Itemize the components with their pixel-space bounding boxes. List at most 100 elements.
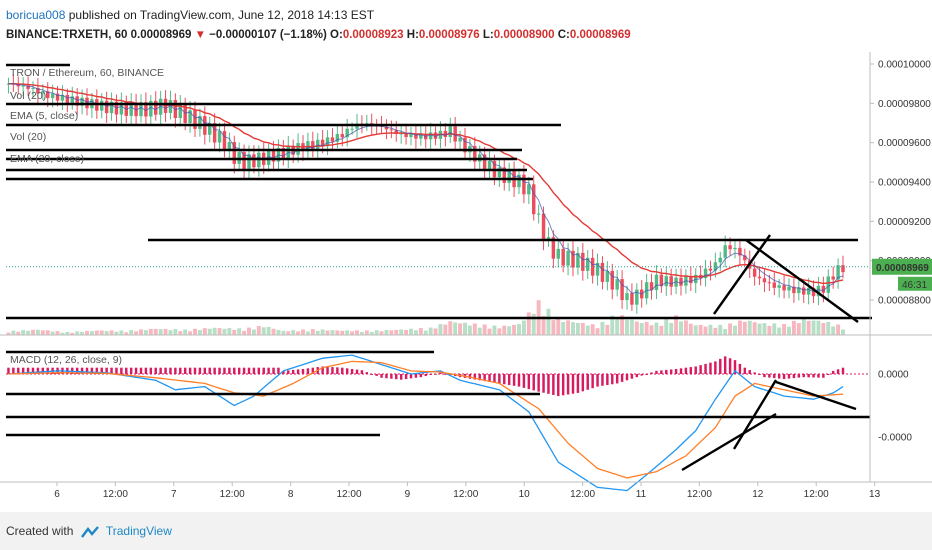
- candle-body[interactable]: [816, 285, 821, 297]
- candle-body[interactable]: [242, 152, 246, 170]
- candle-body[interactable]: [630, 293, 634, 305]
- candle-body[interactable]: [659, 274, 664, 287]
- candle-body[interactable]: [365, 123, 369, 125]
- candle-body[interactable]: [232, 142, 236, 164]
- candle-body[interactable]: [55, 93, 60, 101]
- candle-body[interactable]: [635, 289, 639, 305]
- candle-body[interactable]: [173, 100, 178, 118]
- candle-body[interactable]: [448, 126, 452, 138]
- candle-body[interactable]: [428, 132, 433, 140]
- candle-body[interactable]: [752, 268, 757, 277]
- price-pane[interactable]: [6, 63, 872, 335]
- candle-body[interactable]: [26, 85, 30, 89]
- candle-body[interactable]: [46, 91, 50, 99]
- tradingview-link[interactable]: TradingView: [105, 524, 172, 538]
- candle-body[interactable]: [183, 104, 187, 123]
- candle-body[interactable]: [311, 141, 315, 149]
- candle-body[interactable]: [605, 271, 610, 282]
- candle-body[interactable]: [463, 137, 467, 153]
- candle-body[interactable]: [168, 100, 173, 113]
- candle-body[interactable]: [664, 276, 668, 287]
- candle-body[interactable]: [271, 150, 276, 162]
- candle-body[interactable]: [65, 94, 70, 104]
- trend-line[interactable]: [775, 380, 857, 411]
- candle-body[interactable]: [757, 276, 762, 279]
- candle-body[interactable]: [571, 250, 575, 268]
- candle-body[interactable]: [615, 279, 619, 290]
- candle-body[interactable]: [679, 277, 683, 286]
- author-link[interactable]: boricua008: [6, 8, 66, 22]
- candle-body[interactable]: [316, 139, 320, 149]
- candle-body[interactable]: [286, 145, 290, 159]
- candle-body[interactable]: [527, 184, 531, 195]
- candle-body[interactable]: [561, 248, 565, 266]
- candle-body[interactable]: [836, 265, 840, 280]
- candle-body[interactable]: [281, 148, 286, 159]
- candle-body[interactable]: [247, 154, 251, 170]
- candle-body[interactable]: [595, 262, 600, 276]
- candle-body[interactable]: [497, 167, 502, 178]
- candle-body[interactable]: [522, 174, 526, 195]
- trend-line[interactable]: [732, 379, 778, 450]
- candle-body[interactable]: [576, 252, 580, 268]
- candle-body[interactable]: [600, 262, 605, 282]
- candle-body[interactable]: [154, 100, 158, 115]
- candle-body[interactable]: [394, 130, 398, 134]
- candle-body[interactable]: [728, 245, 732, 250]
- candle-body[interactable]: [320, 139, 325, 147]
- candle-body[interactable]: [119, 102, 124, 115]
- candle-body[interactable]: [399, 133, 403, 135]
- candle-body[interactable]: [620, 279, 624, 301]
- candle-body[interactable]: [762, 278, 767, 283]
- candle-body[interactable]: [649, 282, 654, 291]
- candle-body[interactable]: [252, 154, 256, 168]
- candle-body[interactable]: [139, 102, 143, 117]
- candle-body[interactable]: [414, 133, 418, 139]
- candle-body[interactable]: [733, 247, 737, 250]
- candle-body[interactable]: [669, 276, 673, 287]
- candle-body[interactable]: [188, 110, 192, 123]
- macd-pane[interactable]: [6, 350, 870, 492]
- candle-body[interactable]: [80, 97, 84, 106]
- candle-body[interactable]: [217, 131, 222, 143]
- candle-body[interactable]: [325, 137, 330, 147]
- candle-body[interactable]: [551, 237, 556, 259]
- candle-body[interactable]: [384, 126, 389, 130]
- trend-line[interactable]: [713, 234, 771, 315]
- candle-body[interactable]: [340, 134, 344, 138]
- candle-body[interactable]: [345, 128, 349, 138]
- candle-body[interactable]: [335, 134, 340, 142]
- candle-body[interactable]: [689, 276, 693, 284]
- candle-body[interactable]: [806, 287, 811, 295]
- candle-body[interactable]: [350, 128, 354, 130]
- candle-body[interactable]: [713, 262, 718, 271]
- candle-body[interactable]: [36, 87, 40, 94]
- candle-body[interactable]: [330, 137, 335, 142]
- candle-body[interactable]: [708, 268, 713, 271]
- candle-body[interactable]: [41, 91, 45, 94]
- candle-body[interactable]: [787, 286, 791, 291]
- candle-body[interactable]: [75, 96, 79, 106]
- candle-body[interactable]: [772, 282, 776, 288]
- candle-body[interactable]: [222, 131, 227, 151]
- candle-body[interactable]: [487, 160, 492, 170]
- candle-body[interactable]: [536, 213, 541, 215]
- candle-body[interactable]: [610, 271, 614, 290]
- candle-body[interactable]: [517, 174, 521, 188]
- candle-body[interactable]: [134, 102, 138, 117]
- candle-body[interactable]: [178, 104, 182, 118]
- candle-body[interactable]: [502, 167, 506, 183]
- candle-body[interactable]: [703, 268, 708, 279]
- candle-body[interactable]: [100, 100, 104, 111]
- candle-body[interactable]: [50, 93, 55, 99]
- candle-body[interactable]: [625, 293, 629, 301]
- candle-body[interactable]: [654, 274, 659, 291]
- candle-body[interactable]: [21, 85, 25, 87]
- candle-body[interactable]: [266, 150, 271, 165]
- candle-body[interactable]: [777, 285, 781, 288]
- candle-body[interactable]: [581, 252, 585, 271]
- candle-body[interactable]: [743, 255, 747, 261]
- candle-body[interactable]: [31, 87, 35, 89]
- candle-body[interactable]: [144, 102, 148, 117]
- candle-body[interactable]: [6, 83, 11, 85]
